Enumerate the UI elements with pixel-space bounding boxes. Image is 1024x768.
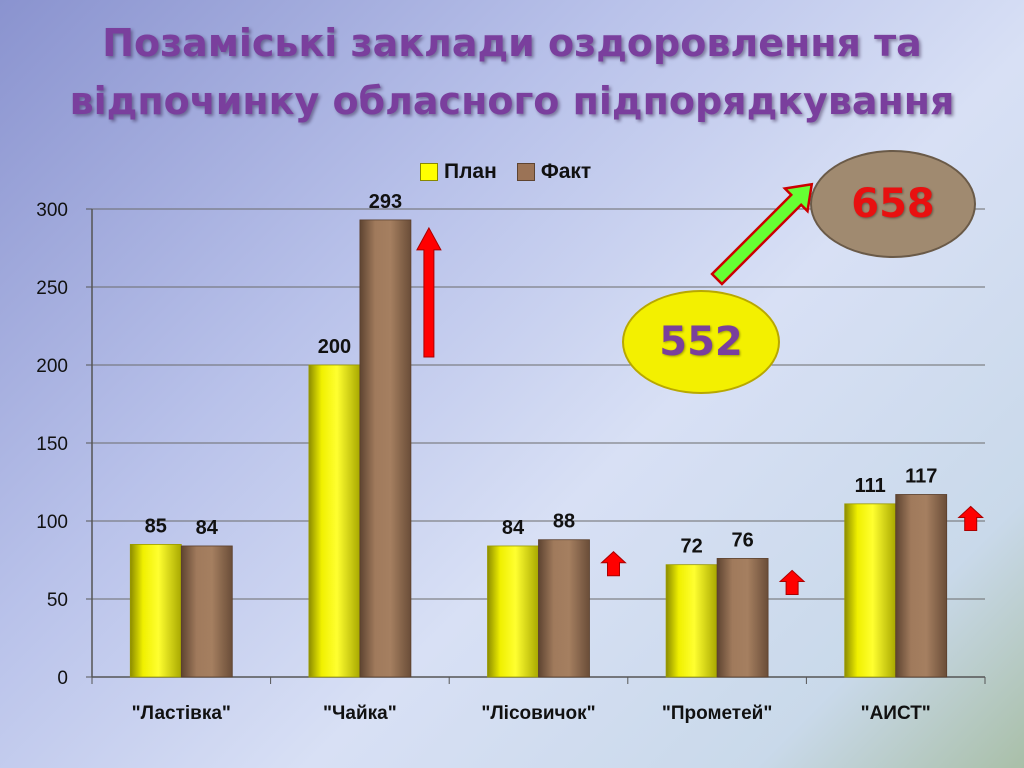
legend-swatch-fact	[516, 163, 535, 181]
y-tick-label: 150	[36, 434, 68, 455]
data-label-plan: 72	[680, 536, 702, 558]
y-tick-label: 100	[36, 512, 68, 533]
bar-plan	[308, 364, 361, 678]
title-line-1: Позаміські заклади оздоровлення та	[102, 21, 922, 65]
up-arrow-icon	[600, 551, 627, 577]
bar-plan	[129, 544, 182, 678]
bar-fact	[180, 545, 233, 678]
y-tick-label: 50	[47, 590, 68, 611]
legend-label-plan: План	[444, 160, 497, 183]
legend-item-plan: План	[420, 160, 497, 184]
data-label-fact: 117	[905, 465, 937, 487]
x-tick-label: "Лісовичок"	[481, 703, 595, 724]
bar-fact	[359, 219, 412, 678]
total-fact-value: 658	[851, 181, 935, 227]
data-label-plan: 200	[318, 336, 351, 358]
legend-label-fact: Факт	[540, 160, 592, 183]
bar-plan	[844, 503, 897, 678]
axes: 0 50 100 150 200 250 300 "Ластівка" "Чайка" "Лісо…	[36, 200, 986, 724]
growth-arrow-icon	[710, 182, 814, 286]
bars	[129, 219, 948, 678]
bar-fact	[538, 539, 590, 678]
data-label-plan: 85	[145, 515, 167, 537]
x-tick-label: "Ластівка"	[132, 703, 231, 724]
data-label-plan: 84	[502, 517, 525, 539]
title-line-2: відпочинку обласного підпорядкування	[69, 79, 955, 123]
data-labels: 85 84 200 293 84 88 72 76 111 117	[145, 191, 938, 558]
legend-item-fact: Факт	[516, 160, 592, 184]
total-fact-bubble: 658	[810, 150, 976, 258]
data-label-plan: 111	[855, 475, 886, 497]
y-tick-label: 300	[36, 200, 68, 221]
up-arrow-icon	[778, 569, 806, 595]
bar-plan	[487, 545, 539, 678]
page-title: Позаміські заклади оздоровлення та відпо…	[0, 14, 1024, 130]
total-plan-bubble: 552	[622, 290, 780, 394]
legend: План Факт	[420, 158, 601, 186]
growth-markers	[416, 226, 984, 595]
bar-fact	[895, 494, 948, 678]
bar-plan	[665, 564, 718, 678]
total-plan-value: 552	[659, 319, 743, 365]
y-tick-label: 250	[36, 278, 68, 299]
bar-fact	[716, 558, 769, 678]
up-arrow-icon	[957, 505, 984, 531]
growth-arrow-shape	[710, 182, 814, 286]
y-tick-label: 200	[36, 356, 68, 377]
x-tick-label: "Прометей"	[662, 703, 773, 724]
x-tick-label: "Чайка"	[323, 703, 397, 724]
y-tick-label: 0	[57, 668, 68, 689]
up-arrow-icon	[416, 226, 442, 358]
data-label-fact: 76	[731, 529, 753, 551]
data-label-fact: 88	[553, 511, 575, 533]
data-label-fact: 293	[369, 191, 402, 213]
legend-swatch-plan	[420, 163, 438, 181]
data-label-fact: 84	[196, 517, 219, 539]
x-tick-label: "АИСТ"	[861, 703, 931, 724]
